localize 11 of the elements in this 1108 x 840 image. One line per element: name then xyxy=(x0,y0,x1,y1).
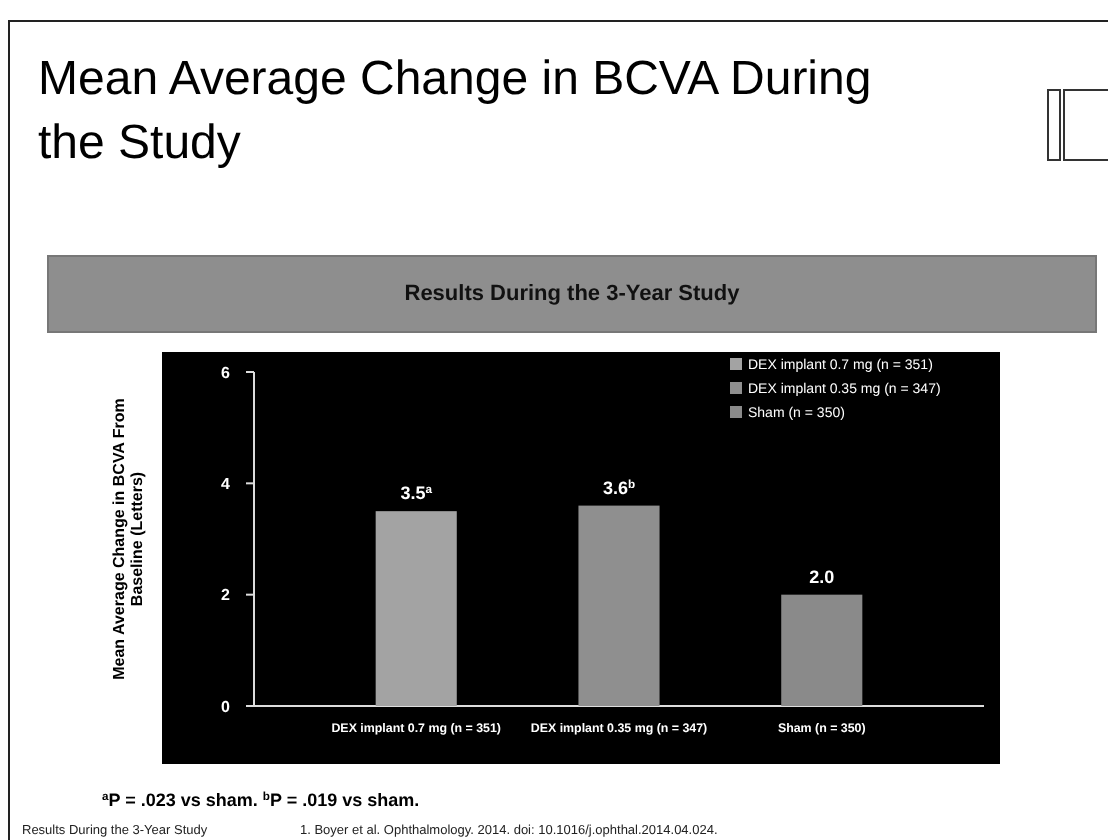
data-label: 2.0 xyxy=(809,566,835,587)
y-tick-label: 6 xyxy=(221,363,232,382)
text: $^{a}$P = .023 vs sham. $^{b}$P = .019 vs sham. xyxy=(102,790,420,810)
chart-title: Mean Average Change in BCVA During the Study xyxy=(38,52,872,170)
y-axis-title: Mean Average Change in BCVA From Baseline (Letters) xyxy=(110,398,146,680)
y-tick-label: 2 xyxy=(221,586,232,605)
y-tick-label: 4 xyxy=(221,474,232,493)
y-tick-label: 0 xyxy=(221,697,232,716)
data-label: 3.5$^{a}$ xyxy=(400,483,434,504)
data-label: 3.6$^{b}$ xyxy=(602,477,636,498)
chart-subtitle: Results During the 3-Year Study xyxy=(404,282,742,306)
